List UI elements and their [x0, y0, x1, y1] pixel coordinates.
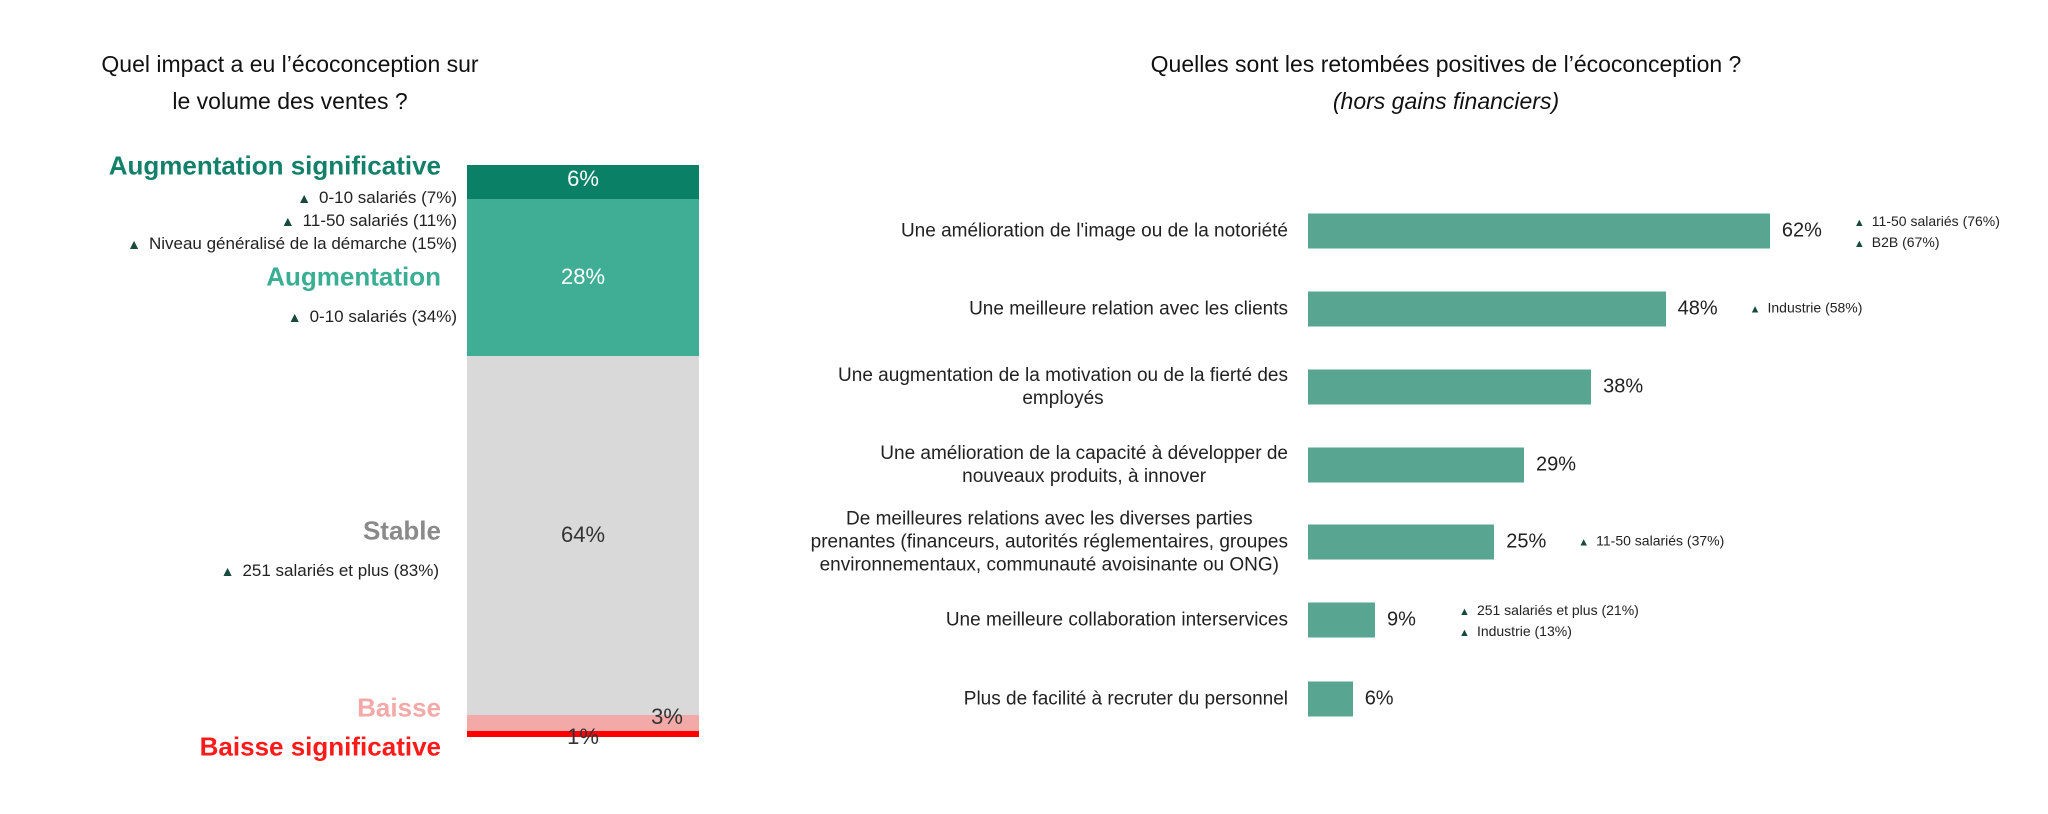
- note-text: Industrie (13%): [1476, 623, 1572, 639]
- note-text: Niveau généralisé de la démarche (15%): [148, 234, 457, 253]
- bar: [1308, 369, 1592, 405]
- bar: [1308, 681, 1353, 717]
- note-line: ▲ 251 salariés et plus (21%): [1459, 601, 1639, 622]
- category-label-line: Une augmentation de la motivation ou de …: [838, 365, 1288, 386]
- category-label-line: Une amélioration de la capacité à dévelo…: [880, 443, 1288, 464]
- note-line: ▲ Industrie (13%): [1459, 622, 1639, 643]
- triangle-up-icon: ▲: [1853, 217, 1865, 229]
- bar-note: ▲ 251 salariés et plus (21%) ▲ Industrie (1…: [1459, 601, 1639, 643]
- segment-value-label: 64%: [560, 522, 606, 548]
- segment-value-label: 3%: [651, 704, 683, 729]
- category-label: Une amélioration de l'image ou de la not…: [901, 220, 1288, 243]
- left-title-line-1: Quel impact a eu l’écoconception sur: [101, 51, 479, 77]
- bar-note: ▲ Industrie (58%): [1750, 299, 1863, 320]
- note-line: ▲ Industrie (58%): [1750, 299, 1863, 320]
- note-line: ▲ 11-50 salariés (37%): [1578, 532, 1724, 553]
- category-label: Stable: [362, 515, 441, 546]
- note-line: ▲ 11-50 salariés (11%): [281, 211, 457, 231]
- left-title-line-2: le volume des ventes ?: [172, 88, 408, 114]
- bar-value-label: 9%: [1387, 608, 1416, 631]
- note-line: ▲ 0-10 salariés (7%): [297, 188, 457, 208]
- note-text: Industrie (58%): [1767, 299, 1863, 316]
- bar-value-label: 25%: [1506, 530, 1547, 553]
- segment-value-label: 6%: [567, 166, 599, 191]
- category-label: Une amélioration de la capacité à dévelo…: [880, 442, 1288, 488]
- category-label: Une augmentation de la motivation ou de …: [838, 364, 1288, 410]
- triangle-up-icon: ▲: [297, 190, 312, 206]
- category-note: ▲ 0-10 salariés (7%): [297, 188, 457, 208]
- category-label: Une meilleure relation avec les clients: [969, 298, 1288, 321]
- triangle-up-icon: ▲: [280, 213, 295, 229]
- note-text: 11-50 salariés (37%): [1596, 532, 1725, 549]
- bar-value-label: 29%: [1536, 453, 1577, 476]
- category-label-line: employés: [1022, 388, 1104, 409]
- segment-value-label: 28%: [560, 264, 606, 289]
- bar-segment-0: [467, 165, 699, 199]
- left-chart-title: Quel impact a eu l’écoconception sur le …: [101, 46, 478, 120]
- bar-segment-1: [467, 198, 699, 356]
- category-label-line: Une meilleure collaboration interservice…: [945, 609, 1288, 631]
- right-subtitle: (hors gains financiers): [1332, 88, 1560, 114]
- triangle-up-icon: ▲: [1459, 606, 1470, 618]
- category-label: Augmentation significative: [108, 150, 441, 181]
- bar-segment-2: [467, 355, 699, 715]
- category-label-line: environnementaux, communauté avoisinante…: [819, 554, 1280, 576]
- note-text: B2B (67%): [1871, 234, 1940, 250]
- category-label: Plus de facilité à recruter du personnel: [964, 688, 1288, 711]
- triangle-up-icon: ▲: [1749, 303, 1761, 316]
- bar: [1308, 602, 1376, 638]
- category-label-line: Une amélioration de l'image ou de la not…: [900, 220, 1288, 242]
- right-chart-title: Quelles sont les retombées positives de …: [1151, 46, 1742, 120]
- triangle-up-icon: ▲: [287, 309, 302, 325]
- category-note: ▲ Niveau généralisé de la démarche (15%): [127, 234, 457, 254]
- category-label-line: prenantes (financeurs, autorités régleme…: [810, 531, 1288, 553]
- category-label-line: Plus de facilité à recruter du personnel: [963, 688, 1288, 710]
- triangle-up-icon: ▲: [1459, 627, 1470, 639]
- bar-value-label: 62%: [1781, 219, 1822, 242]
- note-line: ▲ Niveau généralisé de la démarche (15%): [127, 234, 457, 254]
- triangle-up-icon: ▲: [220, 563, 235, 579]
- bar-value-label: 48%: [1677, 297, 1718, 320]
- segment-value-label: 1%: [567, 724, 599, 749]
- bar-note: ▲ 11-50 salariés (76%) ▲ B2B (67%): [1854, 212, 2000, 254]
- category-label: Augmentation: [266, 261, 441, 292]
- note-text: 251 salariés et plus (21%): [1476, 602, 1639, 618]
- category-label-line: nouveaux produits, à innover: [962, 466, 1207, 487]
- note-line: ▲ 11-50 salariés (76%): [1854, 212, 2000, 233]
- bar: [1308, 213, 1770, 249]
- bar: [1308, 447, 1525, 483]
- category-note: ▲ 0-10 salariés (34%): [288, 307, 457, 327]
- bar-value-label: 6%: [1364, 687, 1394, 710]
- triangle-up-icon: ▲: [1578, 536, 1590, 549]
- note-text: 251 salariés et plus (83%): [242, 561, 439, 580]
- triangle-up-icon: ▲: [127, 236, 141, 252]
- category-label: Baisse significative: [199, 731, 441, 762]
- note-line: ▲ B2B (67%): [1854, 233, 2000, 254]
- category-label: Une meilleure collaboration interservice…: [946, 609, 1288, 632]
- note-line: ▲ 251 salariés et plus (83%): [221, 561, 439, 581]
- category-label-line: Une meilleure relation avec les clients: [969, 298, 1288, 320]
- note-text: 0-10 salariés (7%): [319, 188, 457, 207]
- bar: [1308, 291, 1666, 327]
- category-note: ▲ 251 salariés et plus (83%): [221, 561, 439, 581]
- category-label-line: De meilleures relations avec les diverse…: [846, 508, 1253, 530]
- category-note: ▲ 11-50 salariés (11%): [281, 211, 457, 231]
- triangle-up-icon: ▲: [1853, 238, 1865, 250]
- bar-segment-4: [467, 731, 699, 737]
- note-line: ▲ 0-10 salariés (34%): [288, 307, 457, 327]
- right-title: Quelles sont les retombées positives de …: [1150, 51, 1742, 77]
- bar-note: ▲ 11-50 salariés (37%): [1578, 532, 1724, 553]
- category-label: Baisse: [357, 692, 441, 723]
- category-label: De meilleures relations avec les diverse…: [811, 508, 1288, 577]
- bar: [1308, 524, 1495, 560]
- note-text: 11-50 salariés (76%): [1871, 213, 2000, 229]
- bar-value-label: 38%: [1603, 375, 1644, 398]
- bar-segment-3: [467, 714, 699, 732]
- note-text: 11-50 salariés (11%): [302, 211, 457, 230]
- note-text: 0-10 salariés (34%): [309, 307, 457, 326]
